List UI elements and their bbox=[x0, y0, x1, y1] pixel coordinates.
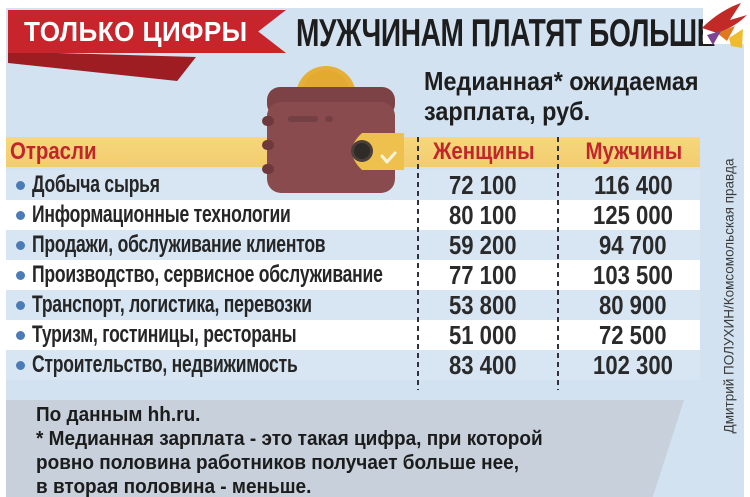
column-divider-left bbox=[417, 137, 419, 390]
table-row: Производство, сервисное обслуживание 77 1… bbox=[6, 260, 700, 290]
table-row: Транспорт, логистика, перевозки 53 800 80 … bbox=[6, 290, 700, 320]
industry-label: Транспорт, логистика, перевозки bbox=[32, 291, 312, 318]
women-salary-value: 53 800 bbox=[449, 289, 517, 320]
author-credit: Дмитрий ПОЛУХИН/Комсомольская правда bbox=[721, 158, 737, 434]
column-divider-right bbox=[557, 137, 559, 390]
industry-label: Строительство, недвижимость bbox=[32, 351, 298, 378]
industry-label: Информационные технологии bbox=[32, 201, 291, 228]
footnote-line1: * Медианная зарплата - это такая цифра, … bbox=[36, 428, 543, 450]
industry-label: Продажи, обслуживание клиентов bbox=[32, 231, 326, 258]
table-row: Продажи, обслуживание клиентов 59 200 94 7… bbox=[6, 230, 700, 260]
column-header-industry: Отрасли bbox=[10, 138, 97, 165]
bullet-icon bbox=[16, 331, 25, 340]
table-rows: Добыча сырья 72 100 116 400 Информационные … bbox=[6, 170, 700, 380]
bullet-icon bbox=[16, 241, 25, 250]
table-row: Информационные технологии 80 100 125 000 bbox=[6, 200, 700, 230]
page-title: МУЖЧИНАМ ПЛАТЯТ БОЛЬШЕ bbox=[296, 12, 716, 55]
industry-label: Добыча сырья bbox=[32, 171, 160, 198]
footer-panel: По данным hh.ru. * Медианная зарплата - … bbox=[6, 400, 684, 497]
women-salary-value: 72 100 bbox=[449, 169, 517, 200]
women-salary-value: 83 400 bbox=[449, 349, 517, 380]
women-salary-value: 77 100 bbox=[449, 259, 517, 290]
subtitle: Медианная* ожидаемая зарплата, руб. bbox=[424, 66, 724, 126]
kp-bird-logo-icon bbox=[702, 3, 747, 48]
men-salary-value: 116 400 bbox=[593, 169, 673, 200]
bullet-icon bbox=[16, 301, 25, 310]
kicker-ribbon: ТОЛЬКО ЦИФРЫ bbox=[8, 10, 286, 53]
men-salary-value: 125 000 bbox=[593, 199, 673, 230]
subtitle-line1: Медианная* ожидаемая bbox=[424, 66, 699, 96]
men-salary-value: 94 700 bbox=[599, 229, 667, 260]
table-row: Строительство, недвижимость 83 400 102 300 bbox=[6, 350, 700, 380]
women-salary-value: 51 000 bbox=[449, 319, 517, 350]
men-salary-value: 102 300 bbox=[593, 349, 673, 380]
bullet-icon bbox=[16, 181, 25, 190]
industry-label: Туризм, гостиницы, рестораны bbox=[32, 321, 297, 348]
bullet-icon bbox=[16, 211, 25, 220]
bullet-icon bbox=[16, 271, 25, 280]
women-salary-value: 59 200 bbox=[449, 229, 517, 260]
women-salary-value: 80 100 bbox=[449, 199, 517, 230]
wallet-icon bbox=[262, 66, 404, 193]
column-header-men: Мужчины bbox=[585, 138, 683, 165]
men-salary-value: 80 900 bbox=[599, 289, 667, 320]
footnote-line3: в вторая половина - меньше. bbox=[36, 476, 312, 497]
industry-label: Производство, сервисное обслуживание bbox=[32, 261, 383, 288]
men-salary-value: 103 500 bbox=[593, 259, 673, 290]
men-salary-value: 72 500 bbox=[599, 319, 667, 350]
column-header-women: Женщины bbox=[433, 138, 535, 165]
table-row: Туризм, гостиницы, рестораны 51 000 72 500 bbox=[6, 320, 700, 350]
bullet-icon bbox=[16, 361, 25, 370]
kicker-label: ТОЛЬКО ЦИФРЫ bbox=[24, 15, 248, 47]
subtitle-line2: зарплата, руб. bbox=[424, 96, 591, 126]
source-note: По данным hh.ru. bbox=[36, 404, 201, 426]
footnote-line2: ровно половина работников получает больш… bbox=[36, 452, 519, 474]
